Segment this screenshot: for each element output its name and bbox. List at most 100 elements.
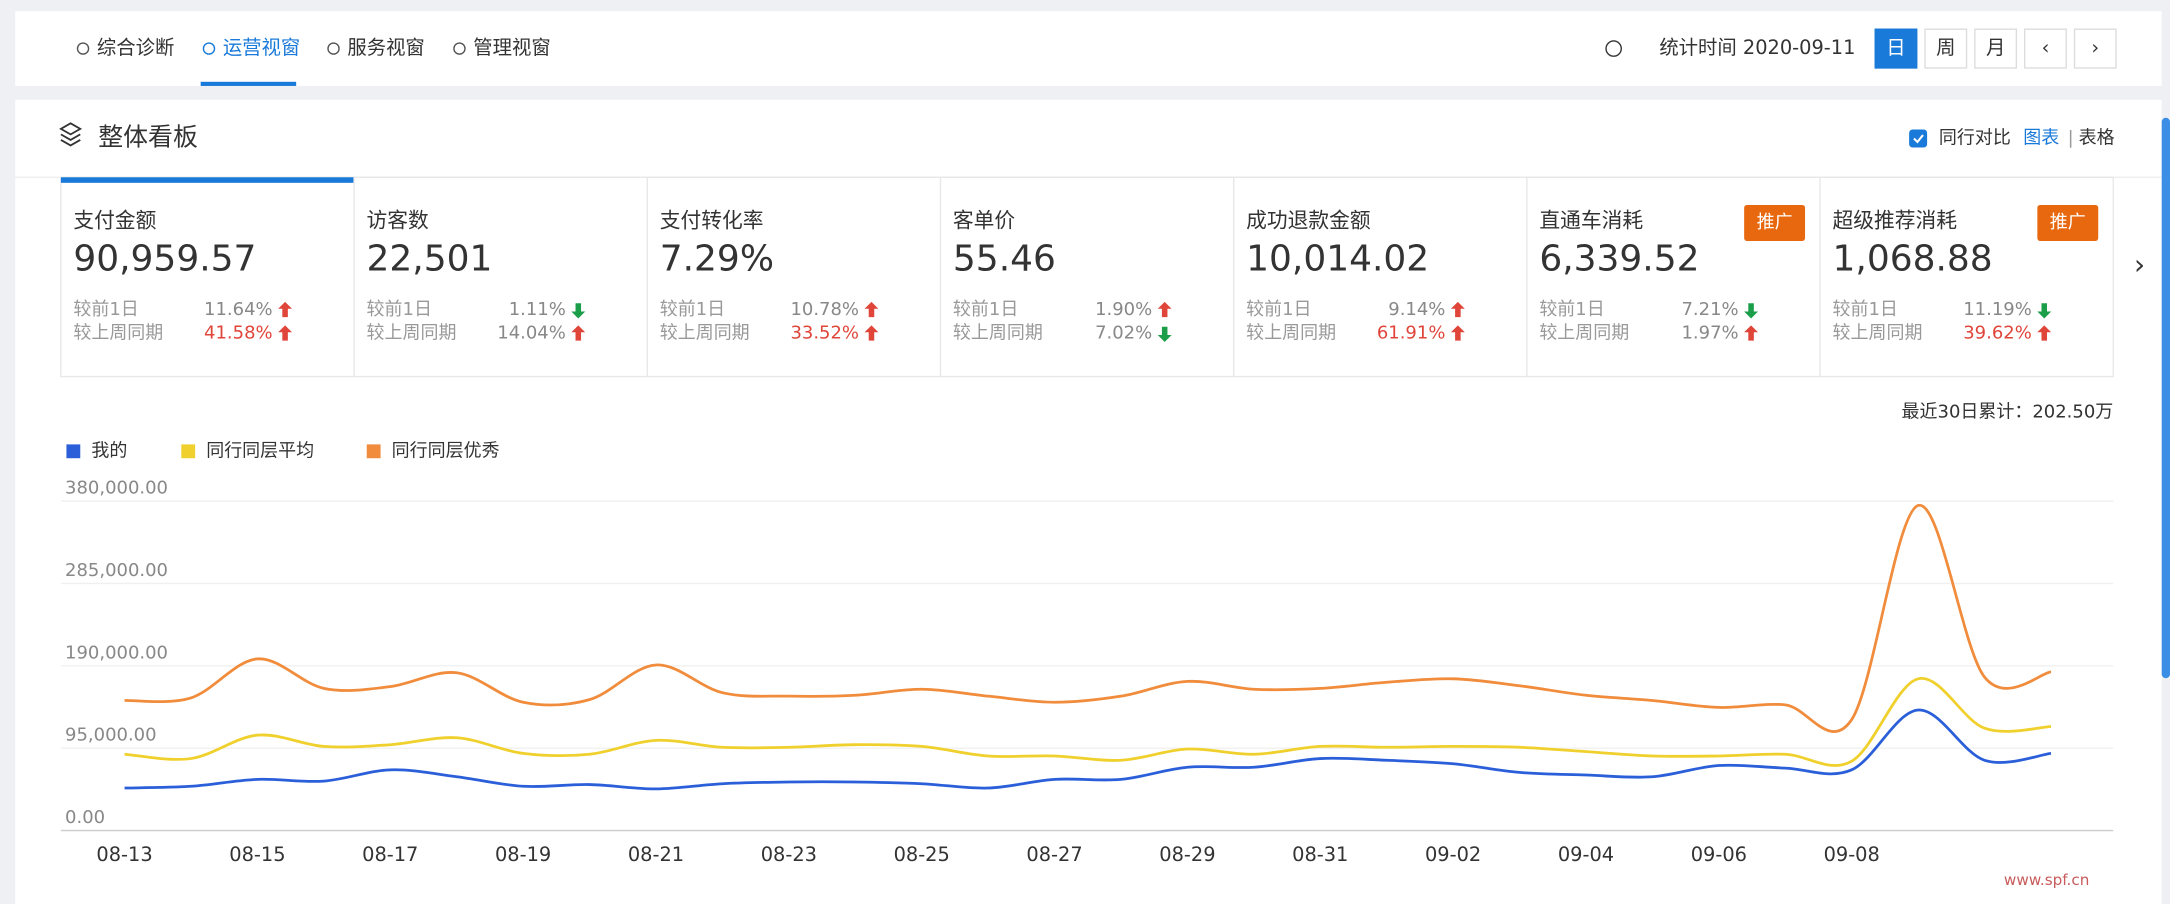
prev-button[interactable]: ‹ xyxy=(2042,36,2050,59)
legend-label[interactable]: 同行同层优秀 xyxy=(392,440,500,461)
compare-label[interactable]: 同行对比 xyxy=(1939,128,2011,149)
period-button-box[interactable] xyxy=(1924,28,1968,69)
compare-value: 10.78% xyxy=(790,299,859,320)
checkbox[interactable] xyxy=(1909,129,1928,148)
compare-value: 9.14% xyxy=(1388,299,1445,320)
legend-label[interactable]: 同行同层平均 xyxy=(206,440,314,461)
series-line xyxy=(124,504,2052,733)
card-title[interactable]: 访客数 xyxy=(367,209,430,233)
nav-tab[interactable]: 综合诊断 xyxy=(97,36,174,59)
card-title[interactable]: 直通车消耗 xyxy=(1539,209,1643,233)
view-option[interactable]: 表格 xyxy=(2079,128,2115,149)
x-tick-label: 09-04 xyxy=(1558,843,1614,866)
card-title[interactable]: 支付金额 xyxy=(73,209,156,233)
series-line xyxy=(124,708,2052,791)
period-button-box[interactable] xyxy=(1874,28,1918,69)
x-tick-label: 08-13 xyxy=(96,843,152,866)
series-line xyxy=(124,677,2052,767)
compare-value: 33.52% xyxy=(790,323,859,344)
compare-label: 较上周同期 xyxy=(73,323,163,344)
x-tick-label: 08-15 xyxy=(229,843,285,866)
compare-value: 1.11% xyxy=(509,299,566,320)
compare-label: 较上周同期 xyxy=(953,323,1043,344)
legend-swatch[interactable] xyxy=(66,444,81,459)
compare-value: 7.21% xyxy=(1681,299,1738,320)
card-value: 55.46 xyxy=(953,238,1056,279)
tab-icon xyxy=(327,42,340,55)
card-value: 7.29% xyxy=(660,238,774,279)
trend-arrow xyxy=(278,325,293,341)
compare-value: 1.90% xyxy=(1095,299,1152,320)
compare-label: 较上周同期 xyxy=(1833,323,1923,344)
compare-label: 较前1日 xyxy=(73,299,138,320)
compare-label: 较上周同期 xyxy=(660,323,750,344)
compare-value: 11.19% xyxy=(1963,299,2032,320)
compare-label: 较前1日 xyxy=(1246,299,1311,320)
compare-label: 较上周同期 xyxy=(367,323,457,344)
period-button[interactable]: 周 xyxy=(1936,36,1955,59)
trend-arrow xyxy=(2037,325,2052,341)
card-value: 1,068.88 xyxy=(1833,238,1993,279)
compare-value: 11.64% xyxy=(204,299,273,320)
trend-arrow xyxy=(1744,325,1758,341)
x-tick-label: 08-27 xyxy=(1026,843,1082,866)
period-button[interactable]: 日 xyxy=(1886,36,1905,59)
x-tick-label: 08-25 xyxy=(894,843,950,866)
prev-button-box[interactable] xyxy=(2023,28,2067,69)
x-tick-label: 08-21 xyxy=(628,843,684,866)
compare-value: 61.91% xyxy=(1377,323,1446,344)
x-tick-label: 09-06 xyxy=(1691,843,1747,866)
next-button[interactable]: › xyxy=(2091,36,2099,59)
chart-subtitle: 最近30日累计：202.50万 xyxy=(1902,402,2114,423)
compare-label: 较前1日 xyxy=(953,299,1018,320)
badge[interactable]: 推广 xyxy=(2050,212,2086,233)
compare-label: 较前1日 xyxy=(660,299,725,320)
x-tick-label: 08-31 xyxy=(1292,843,1348,866)
badge-box[interactable] xyxy=(2037,204,2099,241)
cards-border xyxy=(60,176,2114,378)
badge-box[interactable] xyxy=(1744,204,1806,241)
card-title[interactable]: 超级推荐消耗 xyxy=(1833,209,1958,233)
legend-label[interactable]: 我的 xyxy=(91,440,127,461)
card-title[interactable]: 成功退款金额 xyxy=(1246,209,1371,233)
compare-value: 7.02% xyxy=(1095,323,1152,344)
trend-arrow xyxy=(1157,326,1172,342)
trend-arrow xyxy=(278,301,293,318)
period-button-box[interactable] xyxy=(1974,28,2018,69)
compare-value: 41.58% xyxy=(204,323,273,344)
trend-arrow xyxy=(571,325,586,341)
next-button-box[interactable] xyxy=(2073,28,2117,69)
compare-label: 较上周同期 xyxy=(1539,323,1629,344)
trend-arrow xyxy=(864,301,879,318)
x-tick-label: 08-19 xyxy=(495,843,551,866)
compare-label: 较上周同期 xyxy=(1246,323,1336,344)
legend-swatch[interactable] xyxy=(181,444,196,459)
view-option[interactable]: 图表 xyxy=(2023,128,2059,149)
card-value: 90,959.57 xyxy=(73,238,256,279)
y-tick-label: 190,000.00 xyxy=(65,642,168,663)
next-arrow[interactable]: › xyxy=(2134,248,2145,281)
badge[interactable]: 推广 xyxy=(1757,212,1793,233)
legend-swatch[interactable] xyxy=(366,444,381,459)
info-icon xyxy=(1605,40,1622,57)
y-tick-label: 0.00 xyxy=(65,807,105,828)
nav-bar xyxy=(15,11,2162,86)
stat-time: 统计时间 2020-09-11 xyxy=(1659,36,1855,59)
card-title[interactable]: 支付转化率 xyxy=(660,209,764,233)
period-button[interactable]: 月 xyxy=(1986,36,2005,59)
nav-tab[interactable]: 管理视窗 xyxy=(473,36,550,59)
watermark: www.spf.cn xyxy=(2004,871,2089,889)
compare-value: 1.97% xyxy=(1681,323,1738,344)
nav-tab[interactable]: 服务视窗 xyxy=(347,36,424,59)
x-tick-label: 08-29 xyxy=(1159,843,1215,866)
x-tick-label: 08-23 xyxy=(761,843,817,866)
nav-tab[interactable]: 运营视窗 xyxy=(223,36,300,59)
tab-icon xyxy=(202,42,216,55)
separator: | xyxy=(2068,128,2074,149)
trend-arrow xyxy=(864,325,879,341)
check-mark xyxy=(1913,134,1924,144)
tab-icon xyxy=(453,42,466,55)
card-title[interactable]: 客单价 xyxy=(953,209,1016,233)
tab-underline xyxy=(200,81,297,86)
